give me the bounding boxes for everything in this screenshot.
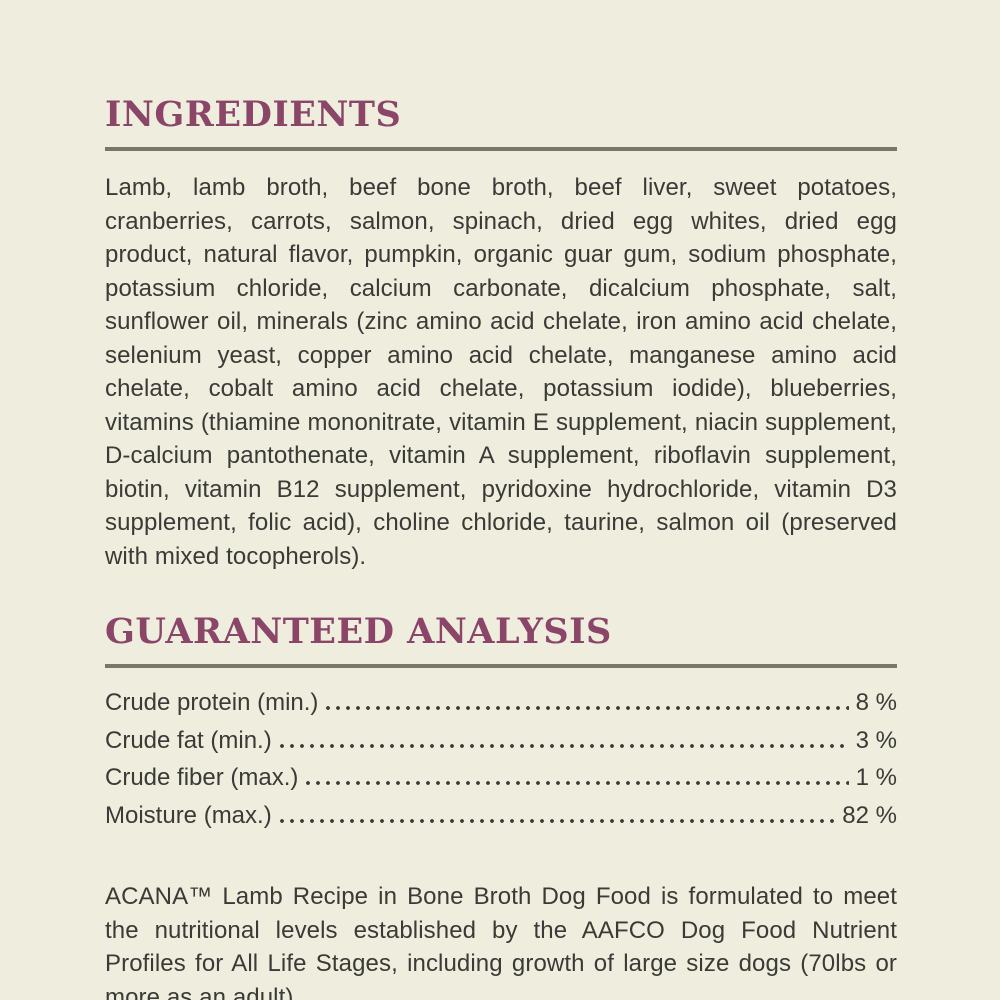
analysis-row-value: 8 % [855,689,897,716]
table-row: Crude fat (min.) 3 % [105,722,897,760]
analysis-row-label: Moisture (max.) [105,801,272,829]
guaranteed-analysis-heading: GUARANTEED ANALYSIS [105,611,612,652]
guaranteed-analysis-section: GUARANTEED ANALYSIS Crude protein (min.)… [105,614,897,834]
aafco-statement: ACANA™ Lamb Recipe in Bone Broth Dog Foo… [105,883,897,1000]
analysis-row-value: 3 % [855,726,897,754]
table-row: Crude protein (min.) 8 % [105,684,897,722]
analysis-row-label: Crude fiber (max.) [105,764,299,791]
analysis-row-value: 1 % [855,764,897,791]
guaranteed-analysis-divider [105,664,897,668]
dotted-leader [279,818,836,823]
table-row: Moisture (max.) 82 % [105,797,897,835]
ingredients-heading: INGREDIENTS [105,94,402,135]
table-row: Crude fiber (max.) 1 % [105,759,897,797]
ingredients-divider [105,147,897,151]
guaranteed-analysis-table: Crude protein (min.) 8 % Crude fat (min.… [105,684,897,834]
dotted-leader [326,706,849,710]
ingredients-text: Lamb, lamb broth, beef bone broth, beef … [105,174,897,570]
dotted-leader [306,781,849,785]
analysis-row-label: Crude fat (min.) [105,726,272,754]
analysis-row-label: Crude protein (min.) [105,689,319,716]
analysis-row-value: 82 % [842,801,897,829]
dotted-leader [279,743,849,748]
